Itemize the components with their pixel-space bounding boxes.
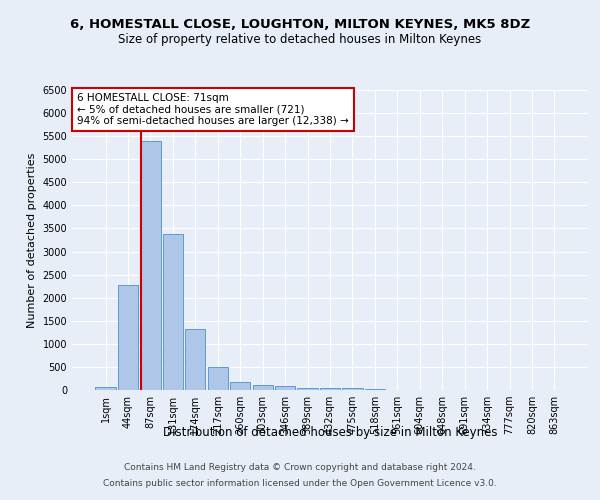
Text: Distribution of detached houses by size in Milton Keynes: Distribution of detached houses by size … (163, 426, 497, 439)
Bar (208, 368, 228, 390)
Text: Contains public sector information licensed under the Open Government Licence v3: Contains public sector information licen… (103, 478, 497, 488)
Text: Contains HM Land Registry data © Crown copyright and database right 2024.: Contains HM Land Registry data © Crown c… (124, 464, 476, 472)
Bar (253, 386, 273, 390)
Bar (320, 388, 340, 390)
Bar (95, 386, 116, 390)
Text: 6 HOMESTALL CLOSE: 71sqm
← 5% of detached houses are smaller (721)
94% of semi-d: 6 HOMESTALL CLOSE: 71sqm ← 5% of detache… (77, 93, 349, 126)
Bar (163, 234, 183, 390)
Bar (275, 386, 295, 390)
Bar (140, 141, 161, 390)
Bar (298, 388, 317, 390)
Bar (185, 329, 205, 390)
Text: 6, HOMESTALL CLOSE, LOUGHTON, MILTON KEYNES, MK5 8DZ: 6, HOMESTALL CLOSE, LOUGHTON, MILTON KEY… (70, 18, 530, 30)
Bar (343, 388, 362, 390)
Y-axis label: Number of detached properties: Number of detached properties (27, 152, 37, 328)
Bar (118, 285, 138, 390)
Text: Size of property relative to detached houses in Milton Keynes: Size of property relative to detached ho… (118, 32, 482, 46)
Bar (230, 382, 250, 390)
